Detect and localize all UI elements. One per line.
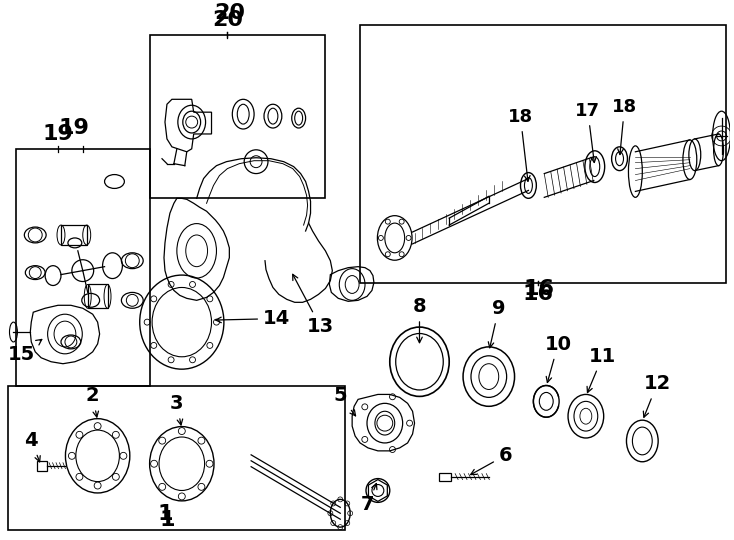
- Text: 14: 14: [216, 309, 290, 328]
- Text: 3: 3: [170, 394, 184, 425]
- Text: 17: 17: [575, 102, 600, 163]
- Text: 12: 12: [643, 374, 671, 417]
- Text: 19: 19: [43, 124, 73, 144]
- Bar: [88, 285, 108, 308]
- Bar: [16, 149, 150, 387]
- Bar: [439, 472, 451, 481]
- Text: 1: 1: [159, 510, 175, 530]
- Text: 8: 8: [413, 297, 426, 343]
- Text: 5: 5: [333, 386, 355, 416]
- Text: 9: 9: [488, 299, 506, 348]
- Bar: [37, 461, 47, 471]
- Text: 16: 16: [523, 285, 554, 305]
- Text: 11: 11: [587, 347, 617, 393]
- Text: 18: 18: [508, 108, 533, 181]
- Bar: [150, 35, 325, 198]
- Text: 20: 20: [214, 3, 245, 23]
- Bar: [360, 25, 727, 282]
- Text: 4: 4: [24, 431, 40, 462]
- Text: 1: 1: [157, 504, 172, 524]
- Text: 2: 2: [86, 386, 100, 417]
- Text: 15: 15: [8, 340, 42, 364]
- Bar: [61, 225, 87, 245]
- Text: 19: 19: [58, 118, 89, 138]
- Text: 6: 6: [470, 446, 512, 475]
- Text: 10: 10: [545, 335, 572, 382]
- Text: 13: 13: [293, 274, 334, 336]
- Bar: [9, 387, 345, 530]
- Text: 16: 16: [523, 279, 554, 299]
- Text: 20: 20: [212, 10, 243, 30]
- Text: 18: 18: [612, 98, 637, 154]
- Text: 7: 7: [361, 483, 377, 514]
